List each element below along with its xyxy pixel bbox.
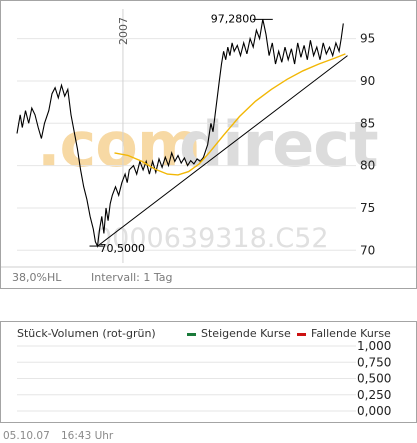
low-label: 70,5000 [100,242,146,255]
watermark-brand-prefix: .com [37,108,201,181]
moving-average-line [114,53,346,176]
y-tick-label: 95 [360,32,375,46]
high-label: 97,2800 [211,12,257,25]
footer-time: 16:43 Uhr [61,430,114,442]
watermark-code: 0000639318.C52 [95,223,329,254]
year-label: 2007 [117,17,130,45]
price-series-line [16,19,344,249]
volume-chart-panel: Stück-Volumen (rot-grün) Steigende Kurse… [0,321,417,423]
footer-date: 05.10.07 [3,430,50,442]
volume-y-tick-label: 0,000 [357,404,391,418]
watermark-brand-suffix: direct [179,108,378,181]
scale-info: 38,0%HL [12,271,62,284]
y-tick-label: 85 [360,116,375,130]
y-tick-label: 90 [360,74,375,88]
rising-swatch [187,332,196,336]
trend-line [97,55,348,247]
legend-falling-label: Fallende Kurse [311,327,391,340]
volume-y-tick-label: 1,000 [357,339,391,353]
volume-y-tick-label: 0,500 [357,372,391,386]
volume-y-tick-label: 0,750 [357,355,391,369]
volume-chart: 0,000 0,250 0,500 0,750 1,000 [17,339,391,418]
legend-rising: Steigende Kurse [187,327,291,340]
falling-swatch [297,332,306,336]
interval-info: Intervall: 1 Tag [91,271,173,284]
legend-rising-label: Steigende Kurse [201,327,291,340]
price-chart-panel: .com direct 0000639318.C52 70 75 80 85 90 95 2007… [0,0,417,289]
y-tick-label: 75 [360,201,375,215]
y-tick-label: 80 [360,159,375,173]
volume-chart-title: Stück-Volumen (rot-grün) [17,327,156,340]
legend-falling: Fallende Kurse [297,327,391,340]
y-tick-label: 70 [360,243,375,257]
volume-y-tick-label: 0,250 [357,388,391,402]
